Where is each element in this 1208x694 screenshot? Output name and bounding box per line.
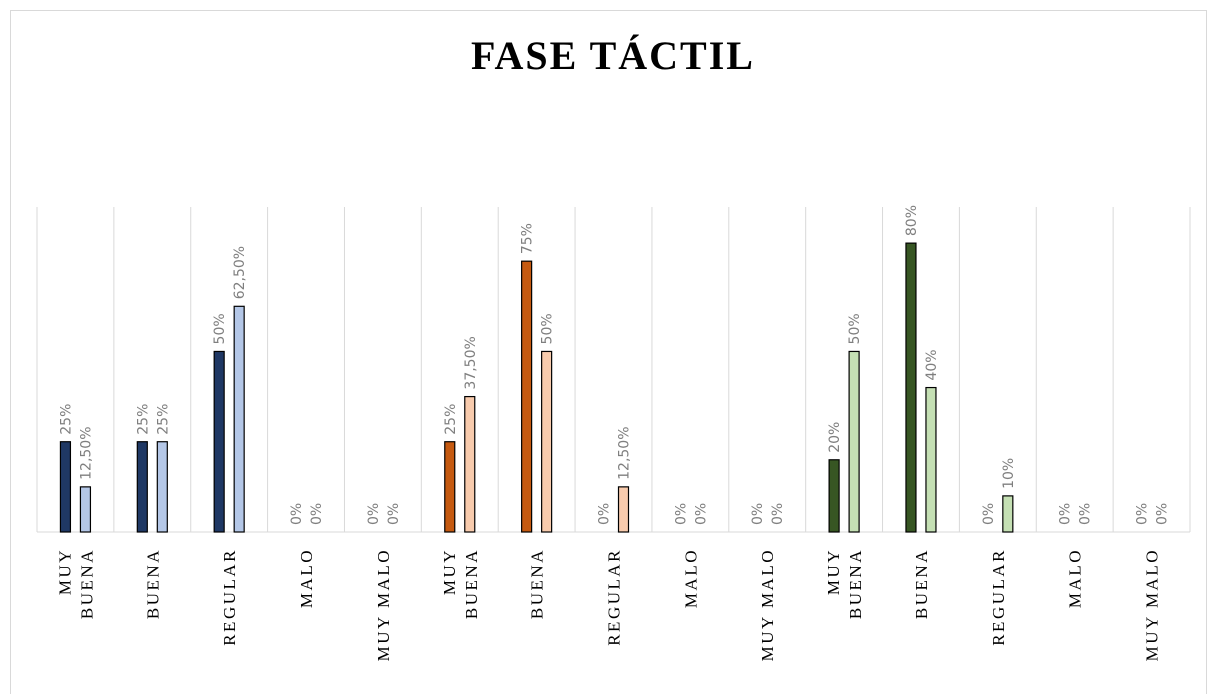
value-label: 75% bbox=[520, 223, 536, 254]
x-tick-label: MALO bbox=[1066, 548, 1085, 608]
x-tick-label: MUY MALO bbox=[758, 548, 777, 661]
x-tick-label: MUY BUENA bbox=[440, 548, 481, 619]
value-label: 12,50% bbox=[78, 426, 94, 479]
x-tick-label: MALO bbox=[681, 548, 700, 608]
value-label: 80% bbox=[904, 205, 920, 236]
value-label: 25% bbox=[443, 404, 459, 435]
value-label: 0% bbox=[693, 503, 709, 525]
x-tick-label: MUY MALO bbox=[1143, 548, 1162, 661]
value-label: 0% bbox=[1135, 503, 1151, 525]
chart-border bbox=[10, 10, 1207, 694]
x-tick-label: MUY BUENA bbox=[824, 548, 865, 619]
bar bbox=[156, 441, 168, 533]
value-label: 25% bbox=[58, 404, 74, 435]
x-tick-label: REGULAR bbox=[605, 548, 624, 646]
bar bbox=[79, 486, 92, 533]
value-label: 50% bbox=[212, 313, 228, 344]
bar bbox=[848, 350, 860, 533]
bar bbox=[444, 441, 456, 533]
bar bbox=[213, 350, 225, 533]
x-tick-label: MUY BUENA bbox=[55, 548, 96, 619]
value-label: 25% bbox=[135, 404, 151, 435]
value-label: 0% bbox=[1155, 503, 1171, 525]
value-label: 37,50% bbox=[463, 336, 479, 389]
value-label: 50% bbox=[540, 313, 556, 344]
value-label: 0% bbox=[289, 503, 305, 525]
value-label: 0% bbox=[1078, 503, 1094, 525]
x-tick-label: REGULAR bbox=[989, 548, 1008, 646]
value-label: 62,50% bbox=[232, 246, 248, 299]
value-label: 0% bbox=[597, 503, 613, 525]
x-tick-label: BUENA bbox=[912, 548, 931, 619]
bar bbox=[828, 459, 840, 533]
value-label: 0% bbox=[981, 503, 997, 525]
bar bbox=[464, 395, 476, 533]
value-label: 50% bbox=[847, 313, 863, 344]
value-label: 0% bbox=[770, 503, 786, 525]
bar bbox=[925, 386, 937, 533]
value-label: 0% bbox=[750, 503, 766, 525]
value-label: 25% bbox=[155, 404, 171, 435]
value-label: 0% bbox=[386, 503, 402, 525]
bar bbox=[905, 242, 917, 533]
value-label: 0% bbox=[309, 503, 325, 525]
x-tick-label: MALO bbox=[297, 548, 316, 608]
value-label: 0% bbox=[1058, 503, 1074, 525]
bar bbox=[541, 350, 553, 533]
value-label: 40% bbox=[924, 349, 940, 380]
bar bbox=[1002, 495, 1014, 533]
bar bbox=[136, 441, 148, 533]
value-label: 10% bbox=[1001, 458, 1017, 489]
chart-title: FASE TÁCTIL bbox=[471, 33, 755, 78]
value-label: 0% bbox=[673, 503, 689, 525]
value-label: 12,50% bbox=[617, 426, 633, 479]
x-tick-label: BUENA bbox=[528, 548, 547, 619]
x-tick-label: MUY MALO bbox=[374, 548, 393, 661]
value-label: 0% bbox=[366, 503, 382, 525]
bar bbox=[59, 441, 72, 533]
value-label: 20% bbox=[827, 422, 843, 453]
x-tick-label: REGULAR bbox=[220, 548, 239, 646]
x-tick-label: BUENA bbox=[143, 548, 162, 619]
bar bbox=[233, 305, 245, 533]
bar bbox=[617, 486, 630, 533]
bar bbox=[521, 260, 533, 533]
